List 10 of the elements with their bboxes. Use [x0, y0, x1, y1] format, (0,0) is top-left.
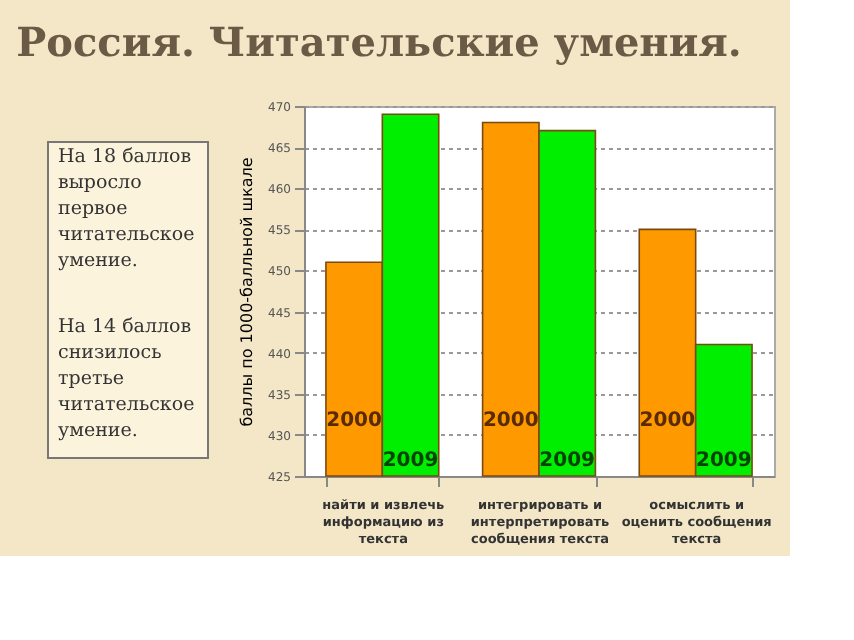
text: На 18 баллов выросло первое читательское умение.	[58, 146, 196, 272]
text: 2000	[639, 410, 696, 432]
y-axis-title: баллы по 1000-балльной шкале	[238, 157, 257, 427]
text: 2000	[482, 410, 539, 432]
series-label: 2009	[382, 450, 439, 472]
chart-title: Россия. Читательские умения.	[16, 18, 742, 66]
text: На 14 баллов снизилось третье читательское умение.	[58, 316, 196, 442]
text: 2009	[539, 450, 596, 472]
text: 2009	[696, 450, 752, 472]
series-label: 2000	[326, 410, 383, 432]
